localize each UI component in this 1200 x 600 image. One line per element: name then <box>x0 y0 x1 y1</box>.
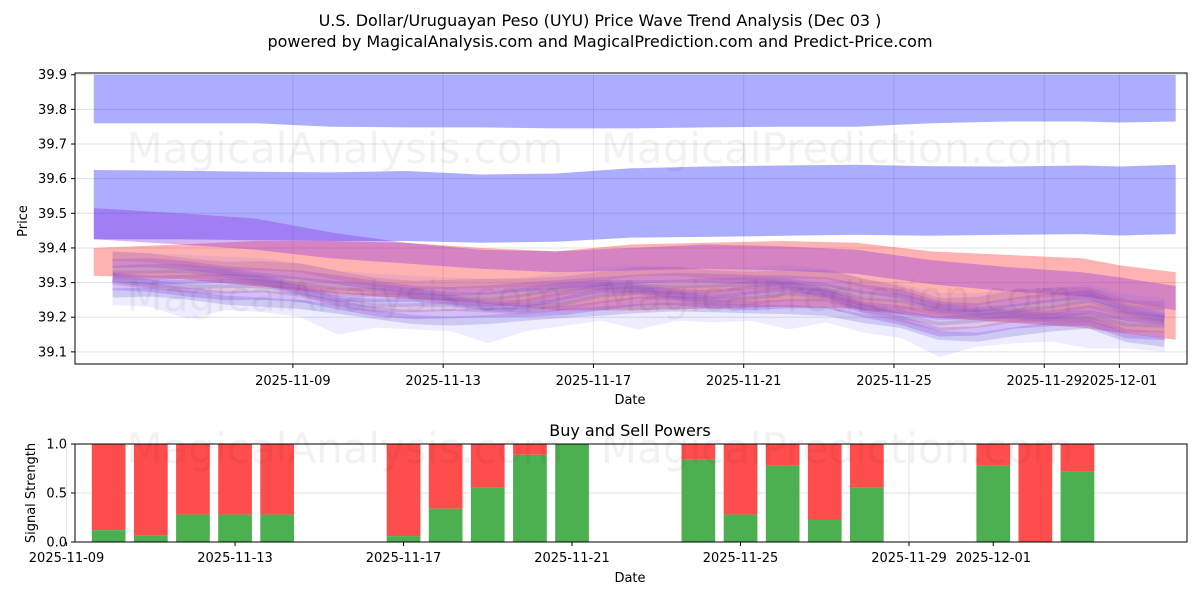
y-tick-label: 39.8 <box>38 103 67 118</box>
x-tick-label: 2025-11-17 <box>556 374 632 389</box>
x-tick-label: 2025-11-29 <box>1006 374 1082 389</box>
x-tick-label: 2025-11-21 <box>534 551 610 566</box>
sell-bar <box>134 444 168 536</box>
buy-bar <box>134 535 168 542</box>
red-forecast-band <box>93 241 1176 340</box>
y-tick-label: 39.9 <box>38 68 67 83</box>
watermark-text: MagicalPrediction.com <box>601 424 1074 473</box>
sell-bar <box>976 444 1011 466</box>
buy-bar <box>555 444 589 542</box>
wave-spread-band <box>112 251 1165 358</box>
sell-bar <box>513 444 547 455</box>
price-y-axis-label: Price <box>16 205 31 237</box>
x-tick-label: 2025-11-17 <box>366 551 442 566</box>
y-tick-label: 39.2 <box>38 311 67 326</box>
sell-bar <box>850 444 884 488</box>
price-x-axis-label: Date <box>614 393 645 408</box>
x-tick-label: 2025-11-13 <box>405 374 481 389</box>
wave-line <box>112 251 1165 311</box>
buy-bar <box>428 508 463 542</box>
watermark-text: MagicalPrediction.com <box>601 272 1074 321</box>
buy-bar <box>1060 471 1095 542</box>
watermark-text: MagicalPrediction.com <box>601 124 1074 173</box>
y-tick-label: 39.4 <box>38 241 67 256</box>
price-plot: MagicalAnalysis.com MagicalPrediction.com… <box>38 68 1188 389</box>
y-tick-label: 39.6 <box>38 172 67 187</box>
bar-chart-title: Buy and Sell Powers <box>549 421 711 440</box>
power-x-axis-label: Date <box>614 571 645 586</box>
buy-bar <box>260 514 294 542</box>
buy-bar <box>765 465 800 542</box>
x-tick-label: 2025-11-21 <box>706 374 782 389</box>
buy-bar <box>681 459 716 542</box>
sell-bar <box>386 444 421 537</box>
x-tick-label: 2025-11-25 <box>703 551 779 566</box>
price-plot-frame <box>74 72 1188 365</box>
wave-line <box>112 258 1166 318</box>
sell-bar <box>681 444 716 460</box>
x-tick-label: 2025-12-01 <box>1082 374 1158 389</box>
x-tick-label: 2025-11-25 <box>856 374 932 389</box>
buy-bar <box>218 514 252 542</box>
x-tick-label: 2025-11-13 <box>197 551 273 566</box>
x-tick-label: 2025-11-09 <box>29 551 105 566</box>
price-grid <box>75 73 1187 364</box>
wave-line <box>112 264 1166 322</box>
sell-bar <box>260 444 294 515</box>
wave-line <box>111 273 1165 328</box>
y-tick-label: 39.3 <box>38 276 67 291</box>
buy-bar <box>91 530 126 542</box>
buy-bar <box>513 454 547 542</box>
x-tick-label: 2025-11-29 <box>871 551 947 566</box>
plot-background <box>75 73 1187 364</box>
y-tick-label: 39.1 <box>38 345 67 360</box>
sell-bar <box>807 444 842 520</box>
buy-bar <box>850 487 884 542</box>
y-tick-label: 0.5 <box>46 487 67 502</box>
buy-bar <box>807 519 842 542</box>
sell-bar <box>470 444 505 488</box>
buy-bar <box>723 514 758 542</box>
chart-title: U.S. Dollar/Uruguayan Peso (UYU) Price W… <box>319 11 882 30</box>
wave-line <box>112 281 1165 341</box>
power-y-axis-label: Signal Strength <box>24 443 39 543</box>
y-tick-label: 0.0 <box>46 536 67 551</box>
wave-line <box>112 272 1165 325</box>
chart-subtitle: powered by MagicalAnalysis.com and Magic… <box>267 32 932 51</box>
purple-wave-band <box>93 208 1176 311</box>
y-tick-label: 39.7 <box>38 138 67 153</box>
sell-bar <box>1018 444 1053 542</box>
sell-bar <box>176 444 210 515</box>
buy-bar <box>386 536 421 542</box>
middle-blue-band <box>93 164 1176 243</box>
x-tick-label: 2025-11-09 <box>255 374 331 389</box>
x-tick-label: 2025-12-01 <box>955 551 1031 566</box>
sell-bar <box>1060 444 1095 472</box>
sell-bar <box>765 444 800 466</box>
watermark-text: MagicalAnalysis.com <box>127 272 564 321</box>
upper-blue-band <box>93 74 1176 129</box>
price-data <box>93 74 1176 358</box>
sell-bar <box>428 444 463 509</box>
wave-line <box>112 287 1166 347</box>
power-plot: MagicalAnalysis.com MagicalPrediction.com… <box>29 424 1188 566</box>
buy-bar <box>176 514 210 542</box>
watermark-text: MagicalAnalysis.com <box>127 424 564 473</box>
buy-bar <box>976 465 1011 542</box>
buy-bar <box>470 487 505 542</box>
wave-line <box>112 275 1165 333</box>
y-tick-label: 39.5 <box>38 207 67 222</box>
sell-bar <box>723 444 758 515</box>
sell-bar <box>218 444 252 515</box>
sell-bar <box>91 444 126 531</box>
y-tick-label: 1.0 <box>46 438 67 453</box>
watermark-text: MagicalAnalysis.com <box>127 124 564 173</box>
wave-line <box>112 269 1166 324</box>
